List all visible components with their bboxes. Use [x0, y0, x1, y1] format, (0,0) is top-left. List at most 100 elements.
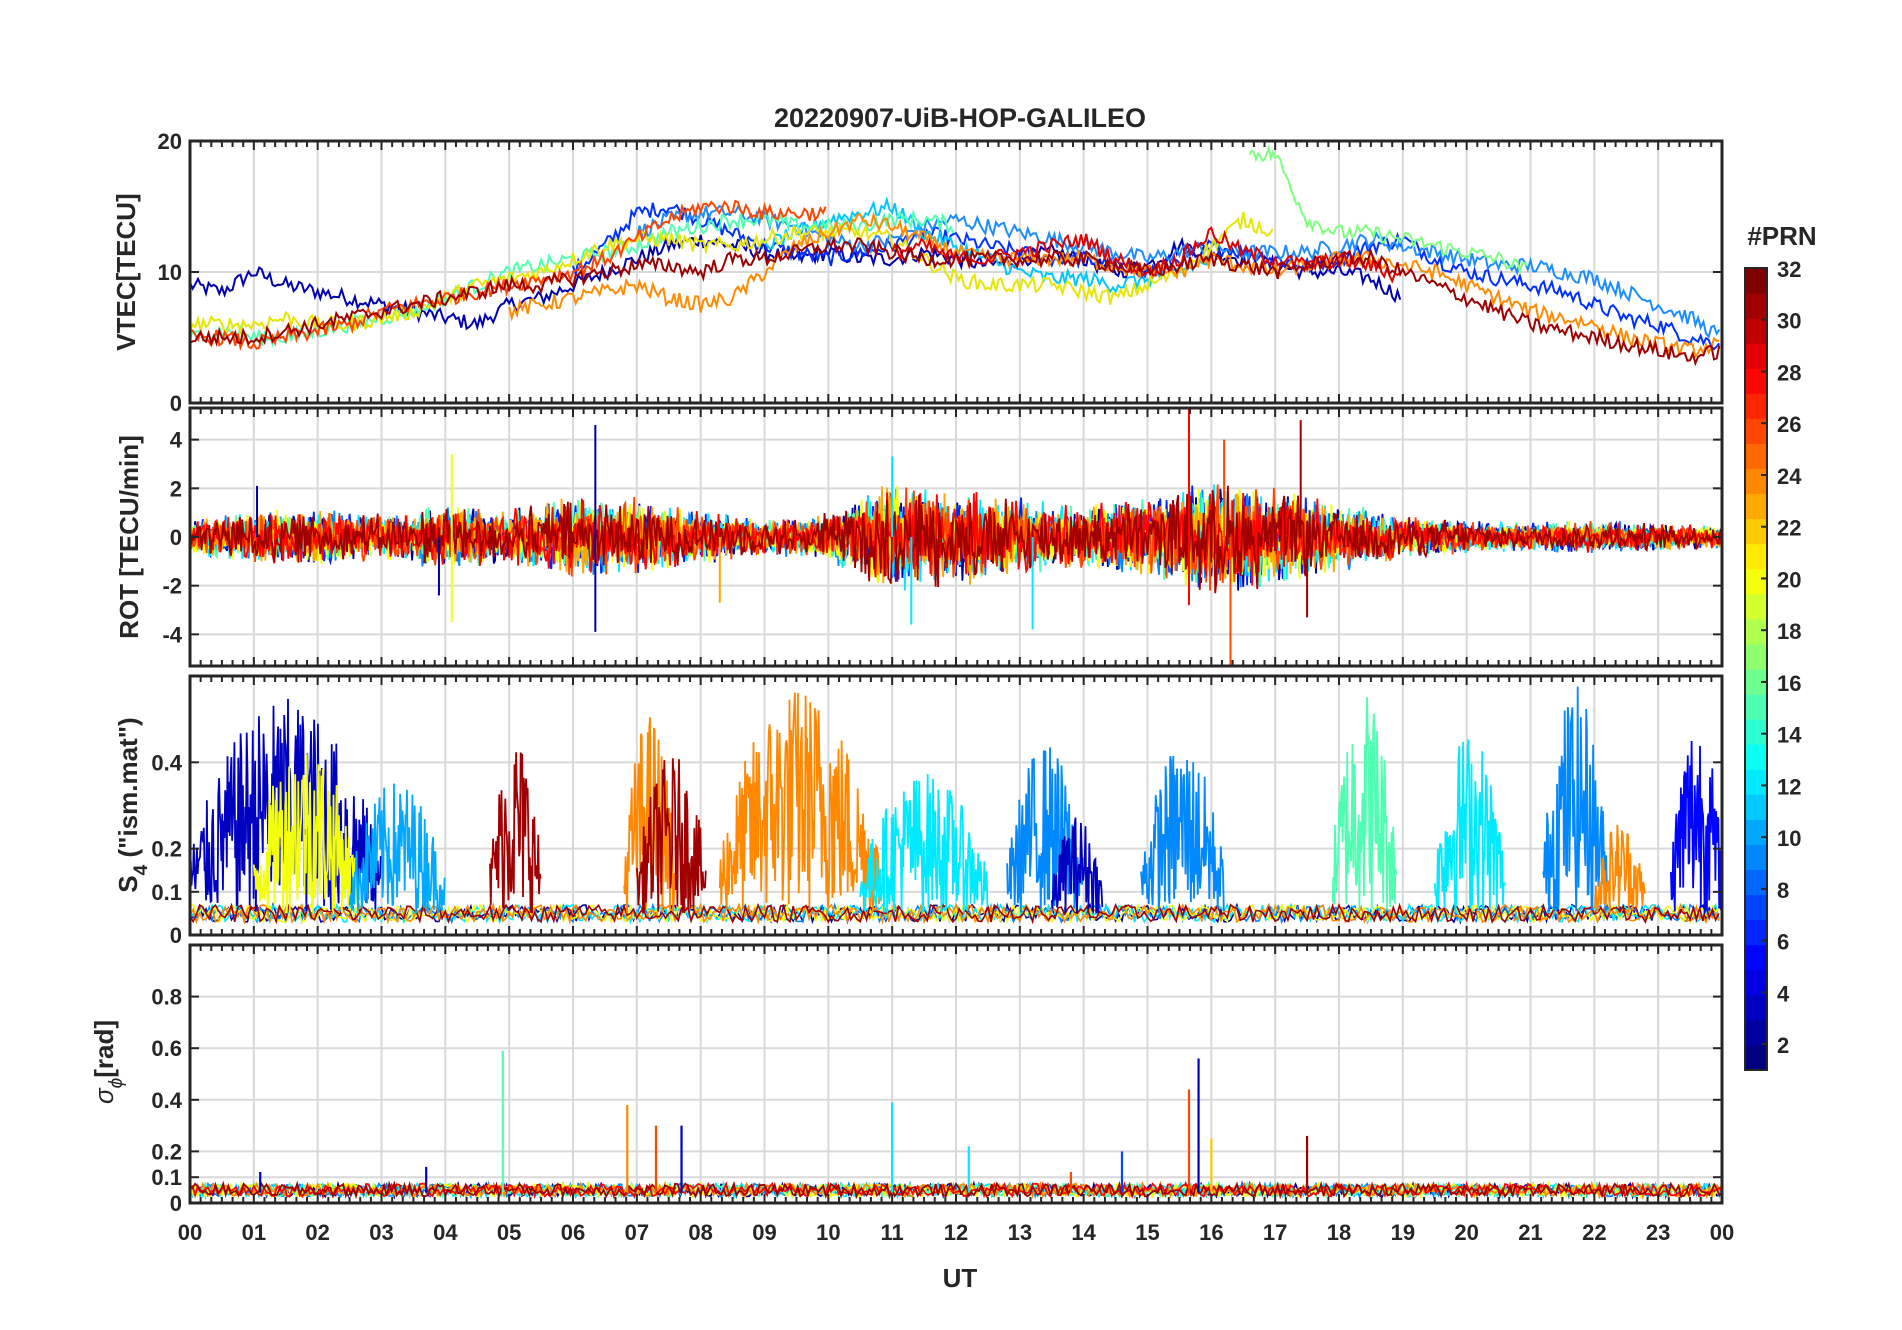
x-tick-label: 13 [1008, 1220, 1032, 1245]
plot-area [190, 408, 1722, 666]
s4-burst-prn-5 [1670, 740, 1722, 914]
x-tick-label: 08 [688, 1220, 712, 1245]
y-tick-label: 0.1 [151, 880, 182, 905]
x-axis-label: UT [943, 1263, 978, 1293]
y-axis-label-rot: ROT [TECU/min] [114, 435, 144, 639]
s4-burst-prn-3 [1050, 817, 1104, 915]
colorbar-tick-label: 30 [1777, 309, 1801, 334]
colorbar-cell [1745, 568, 1767, 595]
colorbar-tick-label: 20 [1777, 567, 1801, 592]
x-ticks [189, 676, 1723, 935]
colorbar-cell [1745, 343, 1767, 369]
s4-burst-prn-12 [859, 773, 989, 914]
x-ticks [189, 408, 1723, 666]
x-tick-label: 12 [944, 1220, 968, 1245]
y-tick-label: 0 [170, 1191, 182, 1216]
x-tick-label: 04 [433, 1220, 458, 1245]
y-tick-label: 0.2 [151, 837, 182, 862]
colorbar-tick-label: 4 [1777, 981, 1790, 1006]
colorbar-cell [1745, 694, 1767, 720]
y-tick-label: 0 [170, 525, 182, 550]
plot-area [190, 1050, 1722, 1200]
s4-burst-prn-31 [635, 758, 707, 914]
vtec-series-prn-23 [508, 211, 1720, 360]
colorbar-cell [1745, 994, 1767, 1021]
colorbar-cell [1745, 944, 1767, 971]
x-tick-label: 10 [816, 1220, 840, 1245]
x-tick-label: 20 [1454, 1220, 1478, 1245]
s4-burst-prn-10 [348, 783, 446, 914]
x-tick-label: 18 [1327, 1220, 1351, 1245]
x-ticks [189, 945, 1723, 1203]
y-axis-label-vtec: VTEC[TECU] [111, 193, 141, 350]
y-axis-label-s4: S4 ("ism.mat") [113, 717, 152, 892]
colorbar-tick-label: 8 [1777, 878, 1789, 903]
panel-vtec: 0 10 20 [158, 129, 1724, 416]
plot-area [190, 686, 1722, 925]
colorbar-title: #PRN [1747, 221, 1816, 251]
s4-burst-prn-9 [1542, 686, 1608, 912]
colorbar-cell [1745, 518, 1767, 545]
colorbar-tick-label: 24 [1777, 464, 1802, 489]
vtec-series-prn-28 [891, 226, 1401, 284]
colorbar-tick-label: 16 [1777, 671, 1801, 696]
y-tick-label: 0 [170, 391, 182, 416]
x-tick-label: 22 [1582, 1220, 1606, 1245]
colorbar-cell [1745, 719, 1767, 745]
x-tick-label: 07 [625, 1220, 649, 1245]
y-tick-label: 0.2 [151, 1139, 182, 1164]
y-tick-label: 0.4 [151, 1088, 182, 1113]
colorbar-cell [1745, 293, 1767, 319]
colorbar-cell [1745, 593, 1767, 620]
colorbar-cell [1745, 643, 1767, 670]
x-tick-label: 00 [178, 1220, 202, 1245]
x-tick-label: 03 [369, 1220, 393, 1245]
y-tick-label: 4 [170, 428, 183, 453]
colorbar-tick-label: 10 [1777, 826, 1801, 851]
x-tick-label: 00 [1710, 1220, 1734, 1245]
y-tick-label: 10 [158, 260, 182, 285]
s4-burst-prn-15 [1331, 697, 1398, 910]
y-axis-label-sigma-phi: σϕ[rad] [89, 1020, 127, 1104]
y-tick-label: 0 [170, 923, 182, 948]
x-tick-label: 05 [497, 1220, 521, 1245]
s4-burst-prn-9 [1140, 755, 1225, 913]
colorbar-cell [1745, 393, 1767, 419]
colorbar-cell [1745, 268, 1767, 294]
colorbar-cell [1745, 794, 1767, 820]
colorbar-cell [1745, 318, 1767, 344]
colorbar-gradient [1744, 267, 1768, 1071]
x-tick-label: 23 [1646, 1220, 1670, 1245]
colorbar-tick-label: 32 [1777, 257, 1801, 282]
colorbar-cell [1745, 869, 1767, 896]
y-tick-label: 20 [158, 129, 182, 154]
x-tick-label: 15 [1135, 1220, 1159, 1245]
rot-series-prn-31 [190, 485, 1722, 594]
x-tick-label: 09 [752, 1220, 776, 1245]
y-tick-label: 0.1 [151, 1165, 182, 1190]
x-tick-label: 21 [1518, 1220, 1542, 1245]
colorbar-cell [1745, 894, 1767, 921]
x-tick-label: 06 [561, 1220, 585, 1245]
colorbar-tick-label: 28 [1777, 360, 1801, 385]
s4-burst-prn-24 [1593, 824, 1646, 913]
y-tick-label: 0.8 [151, 985, 182, 1010]
colorbar-tick-label: 22 [1777, 516, 1801, 541]
colorbar-cell [1745, 468, 1767, 495]
colorbar-tick-label: 26 [1777, 412, 1801, 437]
s4-burst-prn-31 [489, 752, 542, 914]
x-tick-labels: 00 01 02 03 04 05 06 07 08 09 10 11 12 13 14 15 16 17 18 19… [178, 1220, 1734, 1245]
vtec-series-prn-9 [635, 205, 1721, 339]
colorbar-tick-label: 6 [1777, 930, 1789, 955]
x-tick-label: 16 [1199, 1220, 1223, 1245]
x-ticks [189, 141, 1723, 403]
grid-lines [189, 945, 1723, 1204]
colorbar-cell [1745, 769, 1767, 795]
y-tick-label: -2 [162, 574, 182, 599]
x-tick-label: 01 [242, 1220, 266, 1245]
y-tick-label: 2 [170, 476, 182, 501]
x-tick-label: 19 [1391, 1220, 1415, 1245]
colorbar-tick-label: 14 [1777, 723, 1802, 748]
s4-burst-prn-24 [623, 717, 676, 914]
